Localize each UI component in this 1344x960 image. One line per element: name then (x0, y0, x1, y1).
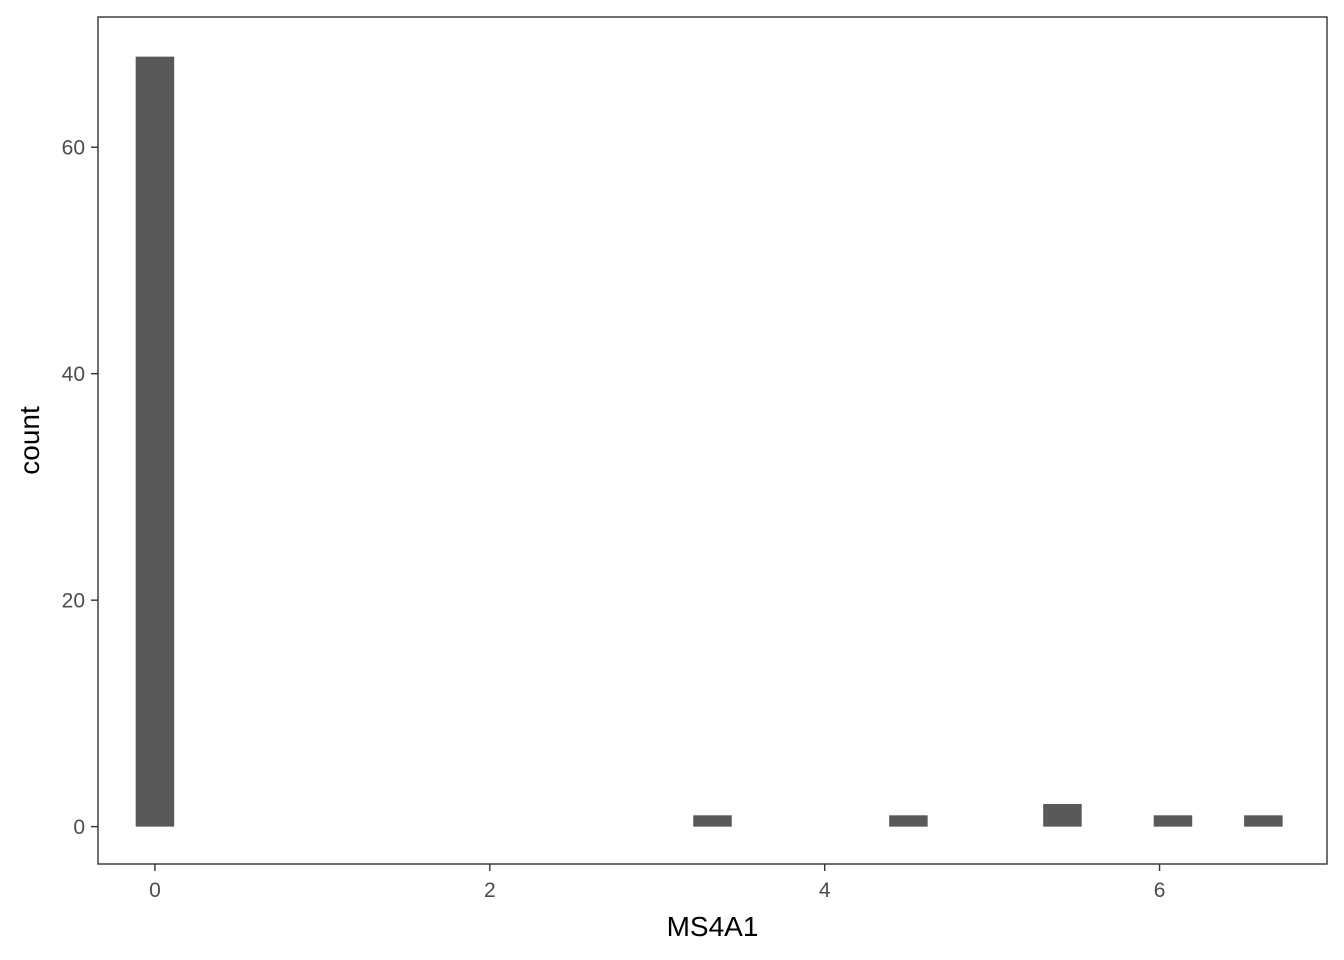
histogram-bar (693, 815, 732, 827)
x-axis-title: MS4A1 (667, 911, 759, 942)
y-tick-label: 40 (62, 363, 85, 386)
histogram-bar (889, 815, 928, 827)
bars-group (135, 56, 1283, 827)
y-tick-label: 60 (62, 137, 85, 160)
histogram-bar (1244, 815, 1283, 827)
x-axis: 0 2 4 6 (149, 864, 1165, 902)
y-axis: 0 20 40 60 (62, 137, 98, 839)
x-tick-label: 0 (149, 879, 161, 902)
histogram-bar (1043, 803, 1082, 827)
y-tick-label: 0 (73, 816, 85, 839)
y-axis-title: count (14, 406, 45, 475)
histogram-bar (1153, 815, 1193, 827)
x-tick-label: 4 (819, 879, 831, 902)
plot-border (97, 16, 1328, 865)
histogram-bar (135, 56, 175, 827)
y-tick-label: 20 (62, 590, 85, 613)
x-tick-label: 6 (1154, 879, 1166, 902)
x-tick-label: 2 (484, 879, 496, 902)
plot-background (98, 17, 1327, 864)
